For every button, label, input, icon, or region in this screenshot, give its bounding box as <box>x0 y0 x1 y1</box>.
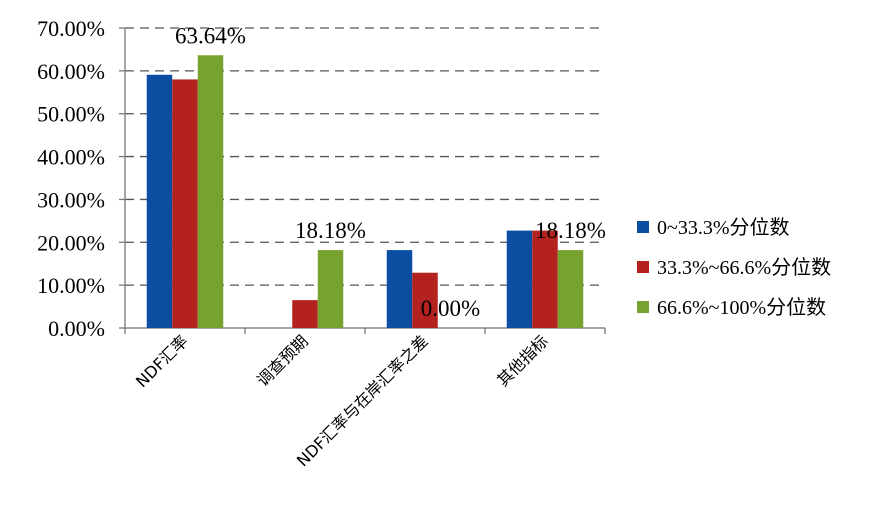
y-tick-label: 20.00% <box>37 230 105 255</box>
data-label: 0.00% <box>421 296 480 321</box>
data-label: 18.18% <box>295 218 366 243</box>
y-tick-label: 60.00% <box>37 59 105 84</box>
data-label: 63.64% <box>175 23 246 48</box>
legend-label: 33.3%~66.6%分位数 <box>657 256 831 279</box>
y-tick-label: 10.00% <box>37 273 105 298</box>
bar-1-1 <box>146 74 173 328</box>
bar-1-3 <box>386 250 413 328</box>
y-tick-label: 0.00% <box>48 316 105 341</box>
bar-2-2 <box>292 300 318 328</box>
category-label: NDF汇率 <box>132 331 192 391</box>
bar-3-4 <box>557 250 584 328</box>
bar-1-4 <box>506 230 533 328</box>
category-label: 调查预期 <box>253 331 312 390</box>
legend-swatch <box>637 301 649 313</box>
bar-2-4 <box>532 230 558 328</box>
legend-label: 0~33.3%分位数 <box>657 216 789 239</box>
legend-swatch <box>637 261 649 273</box>
legend-swatch <box>637 221 649 233</box>
bar-3-1 <box>197 55 224 328</box>
legend-label: 66.6%~100%分位数 <box>657 296 826 319</box>
data-label: 18.18% <box>535 218 606 243</box>
bar-2-3 <box>412 272 438 328</box>
category-label: 其他指标 <box>493 331 552 390</box>
y-tick-label: 50.00% <box>37 102 105 127</box>
category-label: NDF汇率与在岸汇率之差 <box>293 331 432 470</box>
y-tick-label: 70.00% <box>37 16 105 41</box>
y-tick-label: 30.00% <box>37 187 105 212</box>
bar-3-2 <box>317 250 344 328</box>
bar-2-1 <box>172 79 198 328</box>
y-tick-label: 40.00% <box>37 145 105 170</box>
